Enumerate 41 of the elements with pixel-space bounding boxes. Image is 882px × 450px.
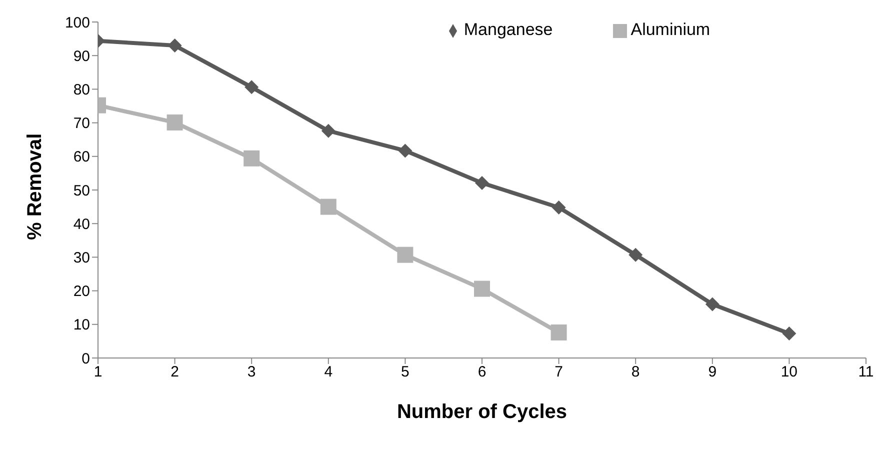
x-tick-label: 6: [478, 364, 486, 381]
x-tick-label: 10: [780, 364, 798, 381]
y-tick-label: 10: [73, 316, 90, 334]
x-tick-label: 8: [631, 364, 640, 381]
point: [475, 176, 489, 190]
x-tick-label: 7: [554, 364, 563, 381]
point: [166, 114, 183, 130]
y-tick-label: 90: [73, 48, 90, 65]
x-tick-label: 9: [708, 364, 717, 381]
point: [244, 150, 260, 166]
y-tick-label: 20: [73, 283, 90, 300]
point: [628, 248, 643, 262]
y-tick-label: 0: [82, 350, 90, 368]
legend-label: Manganese: [464, 20, 553, 39]
y-tick-label: 70: [73, 115, 90, 132]
point: [397, 246, 414, 263]
y-tick-label: 30: [73, 250, 90, 267]
point: [474, 280, 490, 297]
x-tick-label: 2: [170, 364, 179, 381]
legend-label: Aluminium: [630, 20, 710, 39]
y-tick-label: 80: [73, 82, 90, 99]
x-tick-label: 1: [94, 364, 102, 381]
x-axis-title: Number of Cycles: [396, 401, 568, 423]
point: [552, 200, 566, 214]
y-tick-label: 40: [73, 216, 90, 233]
point: [550, 324, 567, 340]
point: [321, 124, 336, 138]
y-tick-label: 50: [73, 182, 90, 200]
y-tick-label: 100: [64, 14, 90, 32]
x-tick-label: 3: [247, 364, 256, 381]
point: [398, 144, 412, 158]
point: [320, 198, 336, 215]
point: [244, 80, 259, 94]
point: [168, 38, 182, 53]
x-tick-label: 5: [401, 364, 410, 381]
y-tick-label: 60: [73, 148, 90, 166]
point: [782, 326, 796, 340]
x-tick-label: 11: [858, 364, 874, 381]
point: [705, 297, 720, 312]
x-tick-label: 4: [324, 364, 333, 381]
y-axis-title: % Removal: [24, 133, 46, 240]
